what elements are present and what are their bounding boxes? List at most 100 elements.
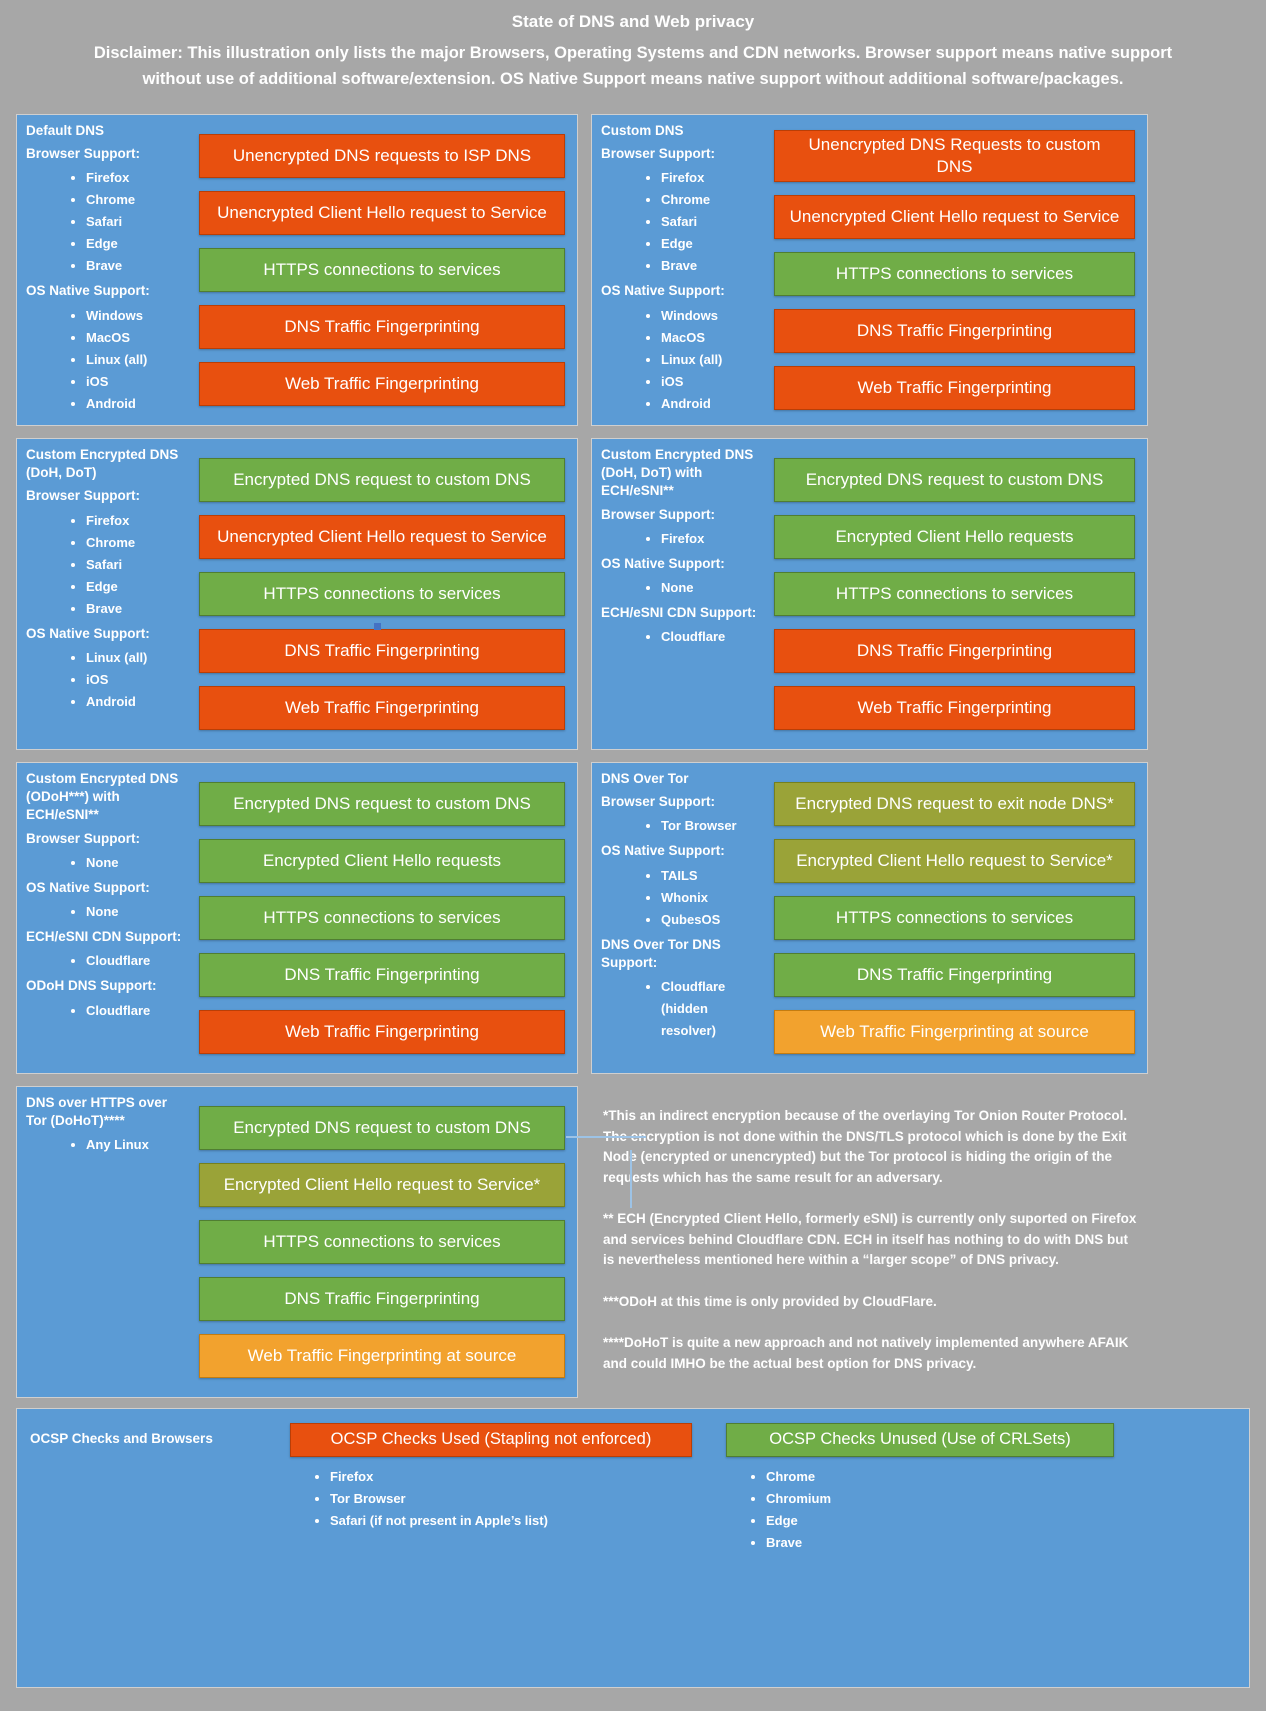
bullet-list: Windows MacOS Linux (all) iOS Android bbox=[601, 305, 766, 415]
ocsp-unused-bar: OCSP Checks Unused (Use of CRLSets) bbox=[726, 1423, 1114, 1457]
status-bar: Encrypted Client Hello requests bbox=[774, 515, 1135, 559]
status-bar: DNS Traffic Fingerprinting bbox=[774, 629, 1135, 673]
callout-line-vertical bbox=[630, 1150, 632, 1208]
panel-sidebar: DNS over HTTPS over Tor (DoHoT)**** Any … bbox=[17, 1087, 193, 1397]
bullet-list: Tor Browser bbox=[601, 815, 766, 837]
bullet-list: Firefox Chrome Safari Edge Brave bbox=[601, 167, 766, 277]
panel-sidebar: Custom Encrypted DNS (DoH, DoT) with ECH… bbox=[592, 439, 768, 749]
ocsp-used-bar: OCSP Checks Used (Stapling not enforced) bbox=[290, 1423, 692, 1457]
bullet-item: None bbox=[661, 577, 766, 599]
status-bar: Web Traffic Fingerprinting bbox=[199, 1010, 565, 1054]
status-bar: HTTPS connections to services bbox=[199, 248, 565, 292]
bullet-item: iOS bbox=[661, 371, 766, 393]
status-bar: DNS Traffic Fingerprinting bbox=[199, 953, 565, 997]
bullet-item: Windows bbox=[86, 305, 191, 327]
status-bar: Web Traffic Fingerprinting bbox=[774, 365, 1135, 410]
bullet-list: Cloudflare (hidden resolver) bbox=[601, 976, 766, 1042]
bullet-list: Any Linux bbox=[26, 1134, 191, 1156]
bullet-item: MacOS bbox=[86, 327, 191, 349]
section-label: ECH/eSNI CDN Support: bbox=[26, 929, 182, 945]
status-bar: Encrypted DNS request to custom DNS bbox=[199, 782, 565, 826]
bullet-list: Firefox Chrome Safari Edge Brave bbox=[26, 510, 191, 620]
status-bar: Web Traffic Fingerprinting bbox=[774, 686, 1135, 730]
status-bar: Encrypted DNS request to exit node DNS* bbox=[774, 782, 1135, 826]
bullet-item: iOS bbox=[86, 669, 191, 691]
bullet-list: Cloudflare bbox=[26, 1000, 191, 1022]
bullet-item: None bbox=[86, 901, 191, 923]
section-label: Browser Support: bbox=[26, 146, 141, 162]
bullet-item: Safari bbox=[661, 211, 766, 233]
bullet-list: Firefox Chrome Safari Edge Brave bbox=[26, 167, 191, 277]
panel-title: DNS over HTTPS over Tor (DoHoT)**** bbox=[26, 1095, 168, 1129]
panel-default-dns: Default DNS Browser Support: Firefox Chr… bbox=[16, 114, 578, 426]
footnote-tor: *This an indirect encryption because of … bbox=[603, 1108, 1128, 1185]
bullet-item: Cloudflare bbox=[86, 1000, 191, 1022]
status-bar: Web Traffic Fingerprinting at source bbox=[199, 1334, 565, 1378]
bullet-item: Android bbox=[661, 393, 766, 415]
bullet-item: Any Linux bbox=[86, 1134, 191, 1156]
bullet-list: Cloudflare bbox=[601, 626, 766, 648]
bullet-item: Firefox bbox=[661, 167, 766, 189]
status-bar: Web Traffic Fingerprinting bbox=[199, 362, 565, 406]
status-bar: HTTPS connections to services bbox=[199, 572, 565, 616]
bar-stack: Unencrypted DNS Requests to custom DNS U… bbox=[768, 115, 1147, 425]
bullet-item: QubesOS bbox=[661, 909, 766, 931]
disclaimer-text: Disclaimer: This illustration only lists… bbox=[93, 44, 1173, 88]
section-label: Browser Support: bbox=[601, 506, 716, 522]
panel-ocsp: OCSP Checks and Browsers OCSP Checks Use… bbox=[16, 1408, 1250, 1688]
bullet-item: Cloudflare (hidden resolver) bbox=[661, 976, 766, 1042]
panel-custom-encrypted-dns-ech: Custom Encrypted DNS (DoH, DoT) with ECH… bbox=[591, 438, 1148, 750]
bullet-item: Chrome bbox=[661, 189, 766, 211]
ocsp-unused-group: OCSP Checks Unused (Use of CRLSets) Chro… bbox=[726, 1423, 1114, 1554]
stray-blue-square bbox=[374, 623, 381, 630]
bullet-item: Tor Browser bbox=[661, 815, 766, 837]
bullet-item: Brave bbox=[86, 598, 191, 620]
bullet-item: Edge bbox=[661, 233, 766, 255]
status-bar: HTTPS connections to services bbox=[774, 251, 1135, 296]
status-bar: DNS Traffic Fingerprinting bbox=[199, 305, 565, 349]
section-label: Browser Support: bbox=[601, 146, 716, 162]
status-bar: Encrypted Client Hello requests bbox=[199, 839, 565, 883]
status-bar: DNS Traffic Fingerprinting bbox=[774, 308, 1135, 353]
status-bar: DNS Traffic Fingerprinting bbox=[774, 953, 1135, 997]
bullet-item: MacOS bbox=[661, 327, 766, 349]
bar-stack: Encrypted DNS request to custom DNS Encr… bbox=[193, 1087, 577, 1397]
status-bar: Web Traffic Fingerprinting at source bbox=[774, 1010, 1135, 1054]
panel-custom-dns: Custom DNS Browser Support: Firefox Chro… bbox=[591, 114, 1148, 426]
bullet-item: iOS bbox=[86, 371, 191, 393]
bullet-item: Chromium bbox=[766, 1488, 1114, 1510]
bullet-item: Edge bbox=[766, 1510, 1114, 1532]
bullet-item: Firefox bbox=[86, 167, 191, 189]
bullet-item: Edge bbox=[86, 233, 191, 255]
status-bar: HTTPS connections to services bbox=[199, 1220, 565, 1264]
bullet-item: Chrome bbox=[86, 532, 191, 554]
status-bar: HTTPS connections to services bbox=[199, 896, 565, 940]
status-bar: Web Traffic Fingerprinting bbox=[199, 686, 565, 730]
section-label: Browser Support: bbox=[26, 830, 141, 846]
section-label: OS Native Support: bbox=[601, 555, 725, 571]
section-label: ODoH DNS Support: bbox=[26, 978, 157, 994]
status-bar: DNS Traffic Fingerprinting bbox=[199, 629, 565, 673]
ocsp-used-group: OCSP Checks Used (Stapling not enforced)… bbox=[290, 1423, 692, 1532]
bar-stack: Encrypted DNS request to custom DNS Unen… bbox=[193, 439, 577, 749]
status-bar: Unencrypted Client Hello request to Serv… bbox=[199, 515, 565, 559]
bullet-list: None bbox=[601, 577, 766, 599]
bullet-item: Tor Browser bbox=[330, 1488, 692, 1510]
bullet-item: Linux (all) bbox=[86, 647, 191, 669]
panel-title: Custom DNS bbox=[601, 123, 684, 138]
footnote-ech: ** ECH (Encrypted Client Hello, formerly… bbox=[603, 1211, 1137, 1268]
status-bar: Encrypted DNS request to custom DNS bbox=[199, 458, 565, 502]
status-bar: Encrypted Client Hello request to Servic… bbox=[774, 839, 1135, 883]
bullet-item: Edge bbox=[86, 576, 191, 598]
status-bar: DNS Traffic Fingerprinting bbox=[199, 1277, 565, 1321]
bar-stack: Unencrypted DNS requests to ISP DNS Unen… bbox=[193, 115, 577, 425]
bullet-item: Firefox bbox=[661, 528, 766, 550]
bullet-item: TAILS bbox=[661, 865, 766, 887]
bullet-item: Chrome bbox=[766, 1466, 1114, 1488]
bullet-item: Cloudflare bbox=[661, 626, 766, 648]
bullet-item: Android bbox=[86, 691, 191, 713]
bullet-item: Safari bbox=[86, 554, 191, 576]
section-label: Browser Support: bbox=[26, 488, 141, 504]
bullet-item: Brave bbox=[661, 255, 766, 277]
